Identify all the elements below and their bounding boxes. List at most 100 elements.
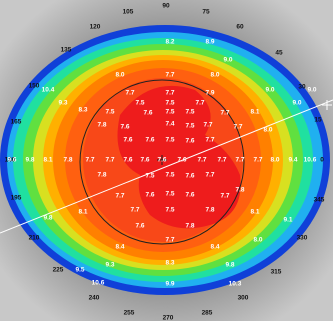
map-value: 8.1 bbox=[250, 109, 259, 116]
map-value: 9.3 bbox=[58, 100, 67, 107]
angle-label: 105 bbox=[123, 9, 134, 16]
map-value: 7.6 bbox=[185, 173, 194, 180]
map-value: 7.5 bbox=[165, 172, 174, 179]
map-value: 7.7 bbox=[253, 157, 262, 164]
map-value: 8.4 bbox=[115, 244, 124, 251]
map-value: 9.9 bbox=[165, 281, 174, 288]
topography-map: 9010575120601354515030165151800195345210… bbox=[0, 0, 333, 321]
angle-label: 90 bbox=[162, 3, 170, 10]
map-value: 7.6 bbox=[177, 157, 186, 164]
angle-label: 135 bbox=[61, 47, 72, 54]
map-value: 7.8 bbox=[63, 157, 72, 164]
map-value: 7.6 bbox=[123, 157, 132, 164]
angle-label: 210 bbox=[29, 235, 40, 242]
map-value: 7.7 bbox=[195, 100, 204, 107]
map-value: 7.8 bbox=[185, 223, 194, 230]
map-value: 8.0 bbox=[263, 127, 272, 134]
map-value: 7.6 bbox=[185, 138, 194, 145]
angle-label: 270 bbox=[163, 315, 174, 321]
angle-label: 45 bbox=[275, 50, 283, 57]
map-value: 7.7 bbox=[165, 72, 174, 79]
page: {"angle_labels": ["90","105","75","120",… bbox=[0, 0, 333, 321]
map-value: 7.6 bbox=[143, 110, 152, 117]
map-value: 7.6 bbox=[140, 157, 149, 164]
map-value: 7.8 bbox=[97, 172, 106, 179]
map-value: 10.4 bbox=[42, 87, 55, 94]
map-value: 9.0 bbox=[307, 87, 316, 94]
angle-label: 300 bbox=[238, 295, 249, 302]
map-value: 7.5 bbox=[165, 100, 174, 107]
map-value: 7.5 bbox=[185, 123, 194, 130]
map-value: 7.5 bbox=[185, 109, 194, 116]
map-value: 7.7 bbox=[233, 124, 242, 131]
map-value: 8.0 bbox=[115, 72, 124, 79]
map-value: 10.6 bbox=[92, 280, 105, 287]
map-value: 10.3 bbox=[229, 281, 242, 288]
map-value: 7.8 bbox=[205, 207, 214, 214]
map-value: 7.7 bbox=[235, 157, 244, 164]
angle-label: 255 bbox=[124, 310, 135, 317]
map-value: 8.9 bbox=[205, 39, 214, 46]
map-value: 7.7 bbox=[197, 157, 206, 164]
map-value: 9.8 bbox=[43, 215, 52, 222]
angle-label: 0 bbox=[320, 157, 324, 164]
map-value: 9.4 bbox=[288, 157, 297, 164]
map-value: 7.6 bbox=[145, 192, 154, 199]
map-value: 7.5 bbox=[135, 100, 144, 107]
map-value: 7.7 bbox=[125, 90, 134, 97]
angle-label: 75 bbox=[202, 9, 210, 16]
map-value: 8.1 bbox=[250, 209, 259, 216]
angle-label: 195 bbox=[11, 195, 22, 202]
map-value: 9.6 bbox=[7, 157, 16, 164]
map-value: 7.7 bbox=[217, 157, 226, 164]
angle-label: 120 bbox=[90, 24, 101, 31]
map-value: 7.6 bbox=[185, 192, 194, 199]
map-value: 7.8 bbox=[235, 187, 244, 194]
map-value: 7.7 bbox=[115, 193, 124, 200]
map-value: 7.5 bbox=[165, 191, 174, 198]
map-value: 7.5 bbox=[105, 109, 114, 116]
map-value: 7.7 bbox=[220, 110, 229, 117]
angle-label: 165 bbox=[11, 119, 22, 126]
map-value: 8.3 bbox=[78, 107, 87, 114]
map-value: 7.7 bbox=[85, 157, 94, 164]
map-value: 8.0 bbox=[253, 237, 262, 244]
angle-label: 330 bbox=[297, 235, 308, 242]
map-value: 9.0 bbox=[223, 57, 232, 64]
map-value: 9.0 bbox=[292, 100, 301, 107]
map-value: 8.3 bbox=[165, 260, 174, 267]
map-value: 7.7 bbox=[203, 122, 212, 129]
map-value: 7.6 bbox=[157, 157, 166, 164]
angle-label: 15 bbox=[314, 117, 322, 124]
map-value: 8.0 bbox=[210, 72, 219, 79]
map-value: 7.7 bbox=[205, 172, 214, 179]
map-value: 10.6 bbox=[304, 157, 317, 164]
map-value: 7.6 bbox=[145, 137, 154, 144]
map-value: 7.5 bbox=[145, 173, 154, 180]
angle-label: 60 bbox=[236, 24, 244, 31]
map-value: 9.5 bbox=[75, 267, 84, 274]
angle-label: 225 bbox=[53, 267, 64, 274]
map-value: 7.7 bbox=[220, 193, 229, 200]
map-value: 7.9 bbox=[205, 90, 214, 97]
angle-label: 345 bbox=[314, 197, 325, 204]
map-value: 8.2 bbox=[165, 39, 174, 46]
map-value: 7.4 bbox=[165, 121, 174, 128]
map-value: 7.7 bbox=[205, 137, 214, 144]
map-value: 9.3 bbox=[105, 262, 114, 269]
map-value: 7.7 bbox=[105, 157, 114, 164]
map-value: 7.6 bbox=[135, 223, 144, 230]
map-value: 9.1 bbox=[283, 217, 292, 224]
map-value: 7.7 bbox=[165, 90, 174, 97]
angle-label: 285 bbox=[202, 310, 213, 317]
map-value: 8.4 bbox=[210, 244, 219, 251]
map-value: 9.0 bbox=[265, 87, 274, 94]
map-value: 7.7 bbox=[130, 207, 139, 214]
map-value: 7.6 bbox=[120, 124, 129, 131]
map-value: 8.0 bbox=[270, 157, 279, 164]
map-value: 8.1 bbox=[43, 157, 52, 164]
angle-label: 150 bbox=[29, 83, 40, 90]
map-value: 9.8 bbox=[25, 157, 34, 164]
angle-label: 240 bbox=[89, 295, 100, 302]
map-value: 7.7 bbox=[165, 237, 174, 244]
